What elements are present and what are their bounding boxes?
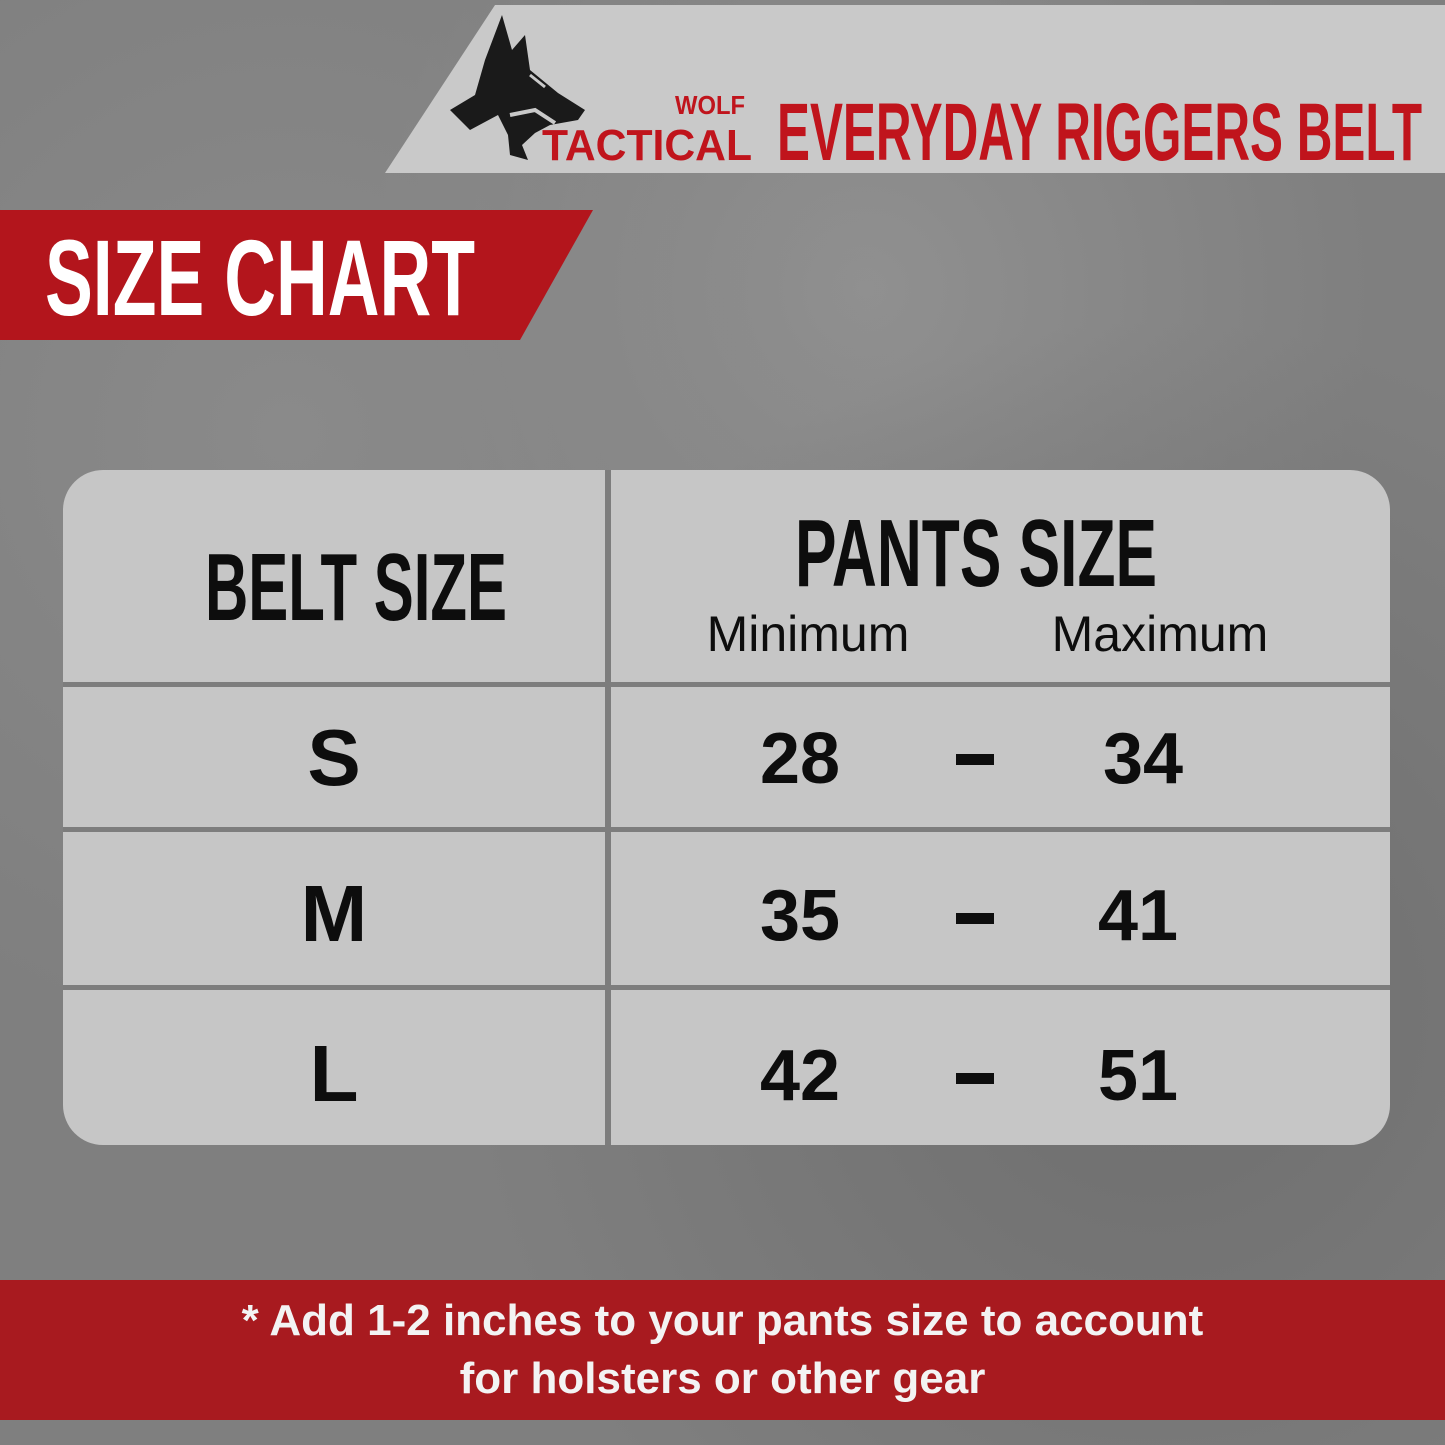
maximum-label: Maximum <box>1051 606 1269 662</box>
pants-size-header: PANTS SIZE <box>795 502 1157 592</box>
footer-line-1: * Add 1-2 inches to your pants size to a… <box>241 1296 1204 1345</box>
svg-text:EVERYDAY RIGGERS BELT: EVERYDAY RIGGERS BELT <box>777 88 1422 168</box>
minimum-label: Minimum <box>706 606 910 662</box>
range-dash <box>956 754 994 765</box>
pants-min: 35 <box>759 876 841 956</box>
size-table: BELT SIZE PANTS SIZE Minimum Maximum S 2… <box>63 470 1390 1145</box>
column-divider <box>605 470 611 1145</box>
belt-size: M <box>300 869 368 958</box>
pants-min: 42 <box>759 1036 841 1116</box>
belt-size: S <box>307 713 361 802</box>
pants-max: 51 <box>1097 1036 1179 1116</box>
pants-max: 41 <box>1097 876 1179 956</box>
footer-line-2: for holsters or other gear <box>459 1354 986 1403</box>
belt-size: L <box>309 1029 359 1118</box>
row-divider <box>63 827 1390 832</box>
header-banner <box>385 5 1445 173</box>
wolf-head-icon <box>450 15 585 160</box>
row-divider <box>63 682 1390 687</box>
svg-text:BELT SIZE: BELT SIZE <box>205 538 507 628</box>
pants-min: 28 <box>759 719 841 799</box>
brand-bottom: TACTICAL <box>542 121 752 164</box>
svg-text:PANTS SIZE: PANTS SIZE <box>795 502 1157 592</box>
belt-size-header: BELT SIZE <box>205 538 507 628</box>
range-dash <box>956 913 994 924</box>
brand-top: WOLF <box>675 90 745 120</box>
size-chart-banner: SIZE CHART <box>0 210 593 340</box>
product-title: EVERYDAY RIGGERS BELT <box>777 88 1422 168</box>
size-chart-title: SIZE CHART <box>45 217 475 338</box>
row-divider <box>63 985 1390 990</box>
range-dash <box>956 1073 994 1084</box>
brand-logo-text: WOLF TACTICAL <box>542 90 752 164</box>
size-chart-title-svg: SIZE CHART <box>45 217 475 338</box>
footer-note: * Add 1-2 inches to your pants size to a… <box>0 1280 1445 1420</box>
pants-max: 34 <box>1102 719 1184 799</box>
